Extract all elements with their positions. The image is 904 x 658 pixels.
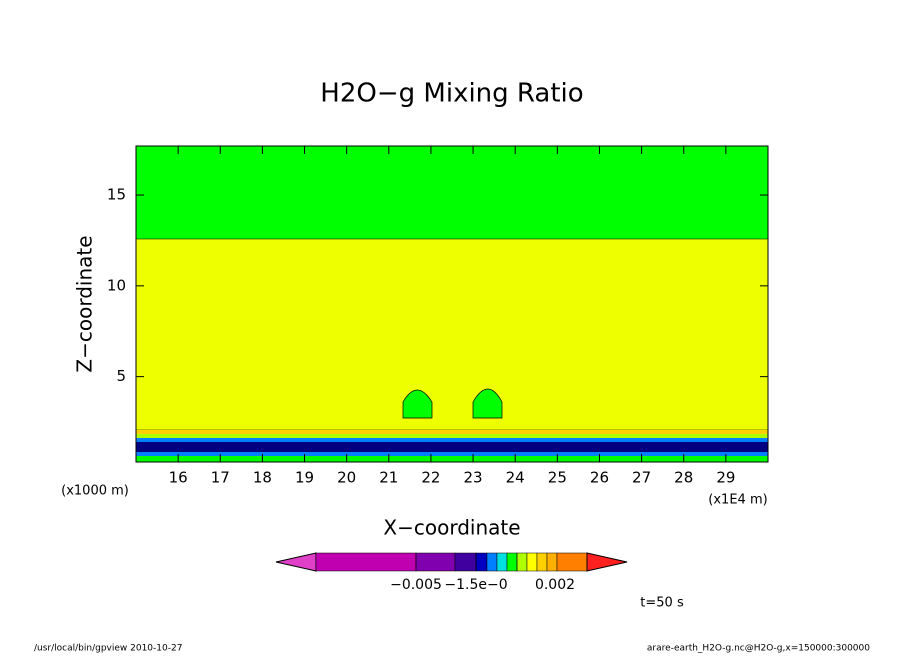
- x-tick-label: 26: [590, 469, 609, 487]
- x-tick-label: 27: [632, 469, 651, 487]
- x-tick-label: 17: [211, 469, 230, 487]
- colorbar-extend: [586, 552, 628, 572]
- y-tick-label: 5: [116, 367, 126, 385]
- region: [472, 388, 503, 419]
- colorbar-tick-label: 0.002: [535, 577, 575, 593]
- region: [136, 146, 768, 239]
- x-tick-label: 25: [548, 469, 567, 487]
- chart-title: H2O−g Mixing Ratio: [320, 79, 583, 109]
- region: [136, 434, 768, 438]
- colorbar-segment: [556, 552, 588, 572]
- x-tick-label: 20: [337, 469, 356, 487]
- region: [136, 456, 768, 462]
- colorbar-segment: [546, 552, 558, 572]
- x-tick-label: 19: [295, 469, 314, 487]
- region: [136, 438, 768, 442]
- colorbar-segment: [475, 552, 488, 572]
- region: [402, 389, 433, 419]
- colorbar-segment: [415, 552, 456, 572]
- colorbar-segment: [496, 552, 508, 572]
- y-unit: (x1000 m): [61, 484, 129, 499]
- footer-left: /usr/local/bin/gpview 2010-10-27: [34, 644, 182, 654]
- x-tick-label: 16: [169, 469, 188, 487]
- x-tick-label: 23: [464, 469, 483, 487]
- colorbar-segment: [516, 552, 528, 572]
- x-tick-label: 29: [716, 469, 735, 487]
- plot-frame: [135, 145, 769, 463]
- contour-field: [135, 145, 769, 463]
- footer-right: arare-earth_H2O-g.nc@H2O-g,x=150000:3000…: [647, 644, 870, 654]
- colorbar-segment: [506, 552, 518, 572]
- x-unit: (x1E4 m): [708, 493, 767, 508]
- x-tick-label: 24: [506, 469, 525, 487]
- x-tick-label: 28: [674, 469, 693, 487]
- colorbar-tick-label: −0.005: [390, 577, 442, 593]
- colorbar-segment: [486, 552, 498, 572]
- y-axis-label: Z−coordinate: [73, 235, 97, 372]
- colorbar-segment: [526, 552, 538, 572]
- x-tick-label: 18: [253, 469, 272, 487]
- colorbar-tick-label: −1.5e−0: [444, 577, 507, 593]
- colorbar-segment: [454, 552, 477, 572]
- region: [136, 452, 768, 456]
- y-tick-label: 10: [107, 276, 126, 294]
- y-tick-label: 15: [107, 186, 126, 204]
- annotation: t=50 s: [640, 596, 684, 611]
- x-axis-label: X−coordinate: [383, 516, 520, 540]
- x-tick-label: 22: [421, 469, 440, 487]
- region: [136, 430, 768, 434]
- colorbar-segment: [536, 552, 548, 572]
- x-tick-label: 21: [379, 469, 398, 487]
- colorbar-extend: [275, 552, 317, 572]
- region: [136, 442, 768, 452]
- colorbar-segment: [315, 552, 417, 572]
- region: [135, 238, 769, 431]
